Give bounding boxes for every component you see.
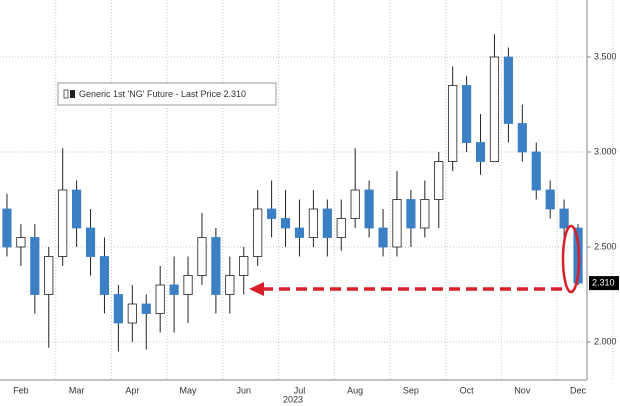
candle-body [489,56,500,162]
candle-body [141,303,151,314]
legend: Generic 1st 'NG' Future - Last Price 2.3… [57,82,277,106]
y-tick-label: 3.000 [594,146,617,156]
candle-body [545,189,555,210]
candle-body [448,85,458,162]
candle-body [169,284,179,295]
candle-body [267,208,277,219]
plot-area [0,0,614,380]
y-tick-label: 3.500 [594,51,617,61]
candle-body [58,189,68,257]
x-tick-label: Mar [69,385,85,395]
x-tick-label: Aug [347,385,363,395]
candle-body [197,237,207,276]
candle-body [308,208,318,238]
candle-body [44,256,54,295]
highlight-ellipse [561,224,581,294]
candle-body [531,151,541,191]
legend-box [57,82,277,106]
x-tick-label: Feb [13,385,29,395]
last-price-box [589,276,619,291]
candle-body [211,237,221,295]
candle-body [30,237,40,295]
candle-body [16,237,26,248]
candle-body [503,56,513,124]
candle-body [350,189,360,219]
x-tick-label: Oct [460,385,475,395]
candle-body [253,208,263,257]
candle-body [239,256,249,276]
candle-body [462,85,472,143]
candle-body [99,256,110,295]
candle-body [322,208,332,238]
last-price-label: 2.310 [592,277,615,287]
candle-body [475,142,486,162]
candle-body [155,284,165,314]
legend-icon-down [70,90,75,98]
candle-body [517,123,527,153]
candle-body [559,208,569,229]
candle-body [420,199,430,229]
x-tick-label: Jun [236,385,251,395]
candle-body [113,294,123,324]
candle-body [127,303,137,324]
candle-body [434,161,444,200]
candle-body [364,189,374,229]
x-tick-label: Nov [514,385,531,395]
legend-icon-up [63,89,69,99]
x-tick-label: Sep [403,385,419,395]
candle-body [225,275,235,295]
candle-body [406,199,416,229]
candle-body [378,227,388,248]
candle-body [336,218,346,238]
candle-body [85,227,96,257]
x-tick-label: May [180,385,198,395]
y-tick-label: 2.000 [594,336,617,346]
candle-body [392,199,402,248]
candle-body [72,189,82,229]
x-axis-year: 2023 [283,394,303,404]
legend-label: Generic 1st 'NG' Future - Last Price 2.3… [79,89,246,99]
candle-body [294,227,305,238]
candle-body [280,218,291,229]
candle-body [2,208,12,248]
annotation-arrow [249,224,581,296]
y-tick-label: 2.500 [594,241,617,251]
candle-body [183,275,193,295]
x-tick-label: Jul [294,385,306,395]
x-tick-label: Apr [125,385,139,395]
x-tick-label: Dec [570,385,587,395]
arrow-head [249,282,264,296]
